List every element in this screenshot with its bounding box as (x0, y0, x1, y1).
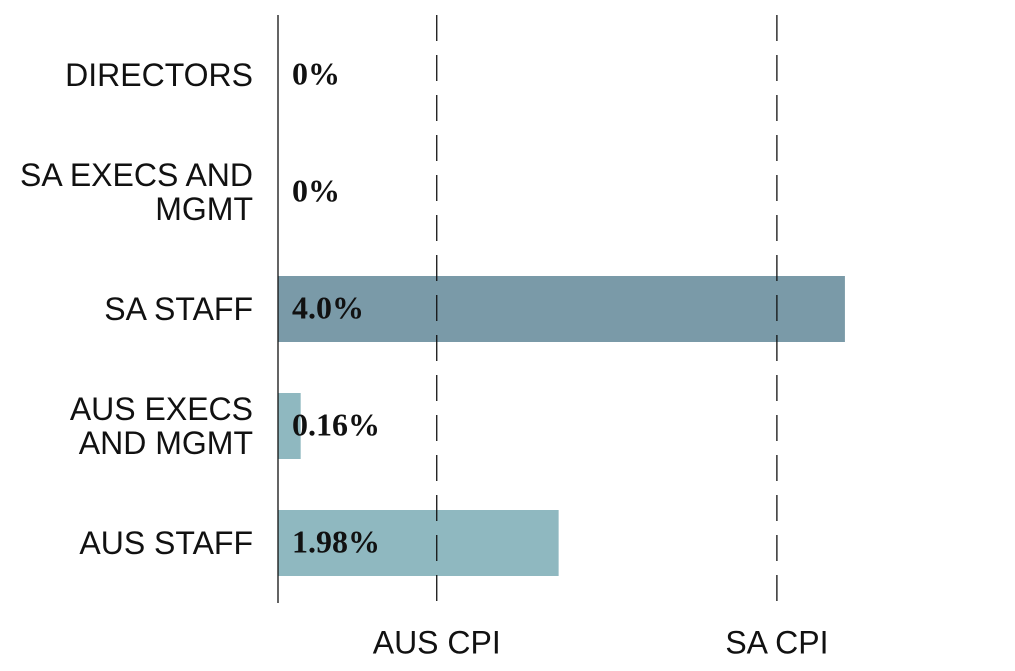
category-label: AUS STAFF (79, 525, 253, 561)
value-label: 1.98% (292, 523, 380, 559)
bar (278, 276, 845, 342)
value-label: 0% (292, 172, 340, 208)
category-label: SA STAFF (104, 291, 253, 327)
reference-label: AUS CPI (373, 624, 501, 660)
category-label: AUS EXECS AND MGMT (69, 391, 253, 461)
value-label: 0.16% (292, 406, 380, 442)
bar (278, 393, 301, 459)
value-label: 0% (292, 55, 340, 91)
reference-label: SA CPI (725, 624, 828, 660)
bar (278, 510, 559, 576)
category-label: SA EXECS AND MGMT (20, 157, 253, 227)
value-label: 4.0% (292, 289, 364, 325)
category-label: DIRECTORS (65, 57, 253, 93)
